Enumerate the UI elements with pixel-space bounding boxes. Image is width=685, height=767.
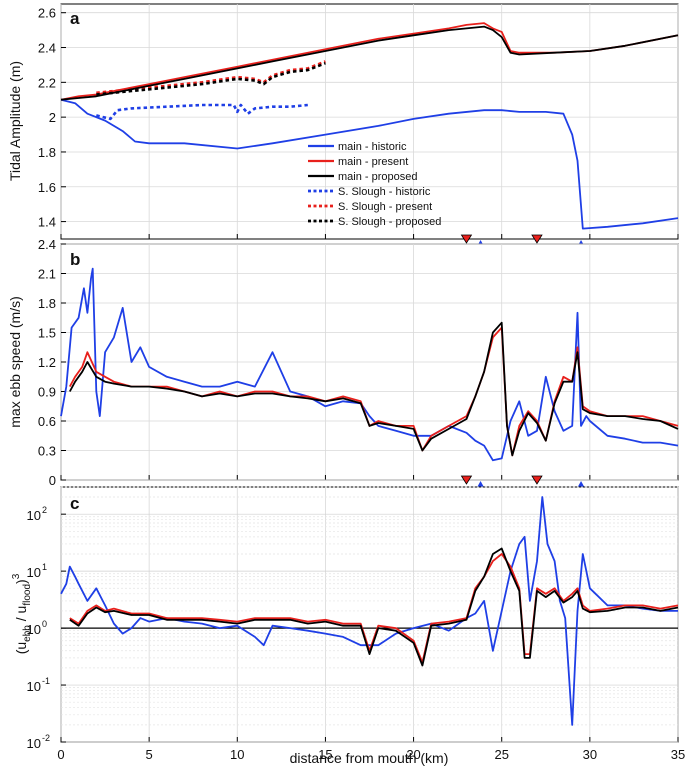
y-tick-label: 2 — [49, 110, 56, 125]
x-tick-label: 5 — [146, 747, 153, 762]
panel-b-lines — [60, 267, 679, 462]
y-tick-label: 2.4 — [38, 41, 56, 56]
x-axis-ticks: 0 5 10 15 20 25 30 35 — [57, 747, 685, 762]
y-tick-label: 10 — [27, 679, 41, 694]
y-tick-label: 1.4 — [38, 215, 56, 230]
x-axis-label: distance from mouth (km) — [290, 750, 449, 766]
y-tick-label: 2.1 — [38, 267, 56, 282]
panel-b-grid — [60, 243, 679, 481]
y-tick-exponent: -1 — [42, 676, 50, 686]
legend: main - historic main - present main - prop… — [308, 141, 441, 228]
x-tick-label: 35 — [671, 747, 685, 762]
y-tick-label: 1.5 — [38, 326, 56, 341]
series-line-main-proposed-c — [69, 547, 679, 667]
y-tick-label: 0 — [49, 473, 56, 488]
y-tick-label: 1.8 — [38, 296, 56, 311]
legend-label-s-slough-proposed: S. Slough - proposed — [338, 216, 441, 228]
marker-red-down — [531, 475, 543, 485]
panel-a: 1.4 1.6 1.8 2 2.2 2.4 2.6 a Tidal Amplitude (m… — [7, 3, 679, 249]
x-tick-label: 0 — [57, 747, 64, 762]
series-line-s-slough-present-a — [96, 60, 326, 95]
y-tick-label: 10 — [27, 508, 41, 523]
x-tick-label: 15 — [318, 747, 332, 762]
marker-red-down — [460, 475, 473, 485]
legend-label-main-proposed: main - proposed — [338, 171, 418, 183]
panel-c-lines — [60, 496, 679, 726]
y-tick-label: 2.4 — [38, 237, 56, 252]
y-tick-label: 1.6 — [38, 180, 56, 195]
y-tick-label: 2.6 — [38, 6, 56, 21]
x-tick-label: 20 — [406, 747, 420, 762]
series-line-main-proposed-b — [69, 321, 679, 457]
y-tick-label: 10 — [27, 622, 41, 637]
series-line-main-historic-a — [60, 98, 679, 230]
y-tick-label: 10 — [27, 736, 41, 751]
panel-b-letter: b — [70, 250, 80, 269]
panel-a-grid — [60, 4, 679, 239]
y-tick-label: 0.6 — [38, 414, 56, 429]
y-tick-label: 2.2 — [38, 75, 56, 90]
panel-b-yticks: 0 0.3 0.6 0.9 1.2 1.5 1.8 2.1 2.4 — [38, 237, 56, 488]
series-line-s-slough-proposed-a — [96, 61, 326, 96]
x-tick-label: 10 — [230, 747, 244, 762]
panel-a-ylabel: Tidal Amplitude (m) — [7, 61, 23, 181]
panel-a-yticks: 1.4 1.6 1.8 2 2.2 2.4 2.6 — [38, 6, 56, 230]
y-tick-exponent: -2 — [42, 733, 50, 743]
legend-label-s-slough-historic: S. Slough - historic — [338, 186, 431, 198]
x-tick-label: 30 — [583, 747, 597, 762]
y-tick-label: 0.9 — [38, 385, 56, 400]
legend-label-main-historic: main - historic — [338, 141, 407, 153]
panel-c-frame — [60, 486, 679, 743]
y-tick-label: 1.2 — [38, 355, 56, 370]
legend-label-main-present: main - present — [338, 156, 408, 168]
y-tick-label: 10 — [27, 565, 41, 580]
marker-red-down — [460, 234, 473, 244]
series-line-s-slough-historic-a — [95, 103, 308, 121]
y-tick-label: 0.3 — [38, 444, 56, 459]
series-line-main-historic-c — [60, 496, 678, 726]
legend-label-s-slough-present: S. Slough - present — [338, 201, 432, 213]
panel-c-ylabel: (uebb / uflood)3 — [11, 573, 33, 654]
x-tick-label: 25 — [494, 747, 508, 762]
panel-a-lines — [60, 22, 679, 230]
series-line-main-historic-b — [60, 267, 679, 462]
marker-red-down — [531, 234, 543, 244]
panel-c-letter: c — [70, 494, 79, 513]
y-tick-label: 1.8 — [38, 145, 56, 160]
y-tick-exponent: 2 — [42, 505, 47, 515]
panel-b: 0 0.3 0.6 0.9 1.2 1.5 1.8 2.1 2.4 b max ebb spee… — [7, 237, 679, 490]
series-line-main-proposed-a — [60, 25, 679, 101]
y-tick-exponent: 1 — [42, 562, 47, 572]
panel-a-letter: a — [70, 9, 80, 28]
panel-b-ylabel: max ebb speed (m/s) — [7, 296, 23, 428]
y-tick-exponent: 0 — [42, 619, 47, 629]
